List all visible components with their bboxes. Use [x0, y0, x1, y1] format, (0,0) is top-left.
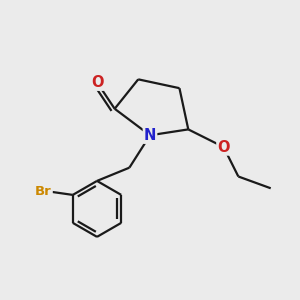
Text: N: N: [144, 128, 156, 143]
Text: O: O: [91, 75, 103, 90]
Text: Br: Br: [35, 185, 52, 199]
Text: O: O: [218, 140, 230, 154]
